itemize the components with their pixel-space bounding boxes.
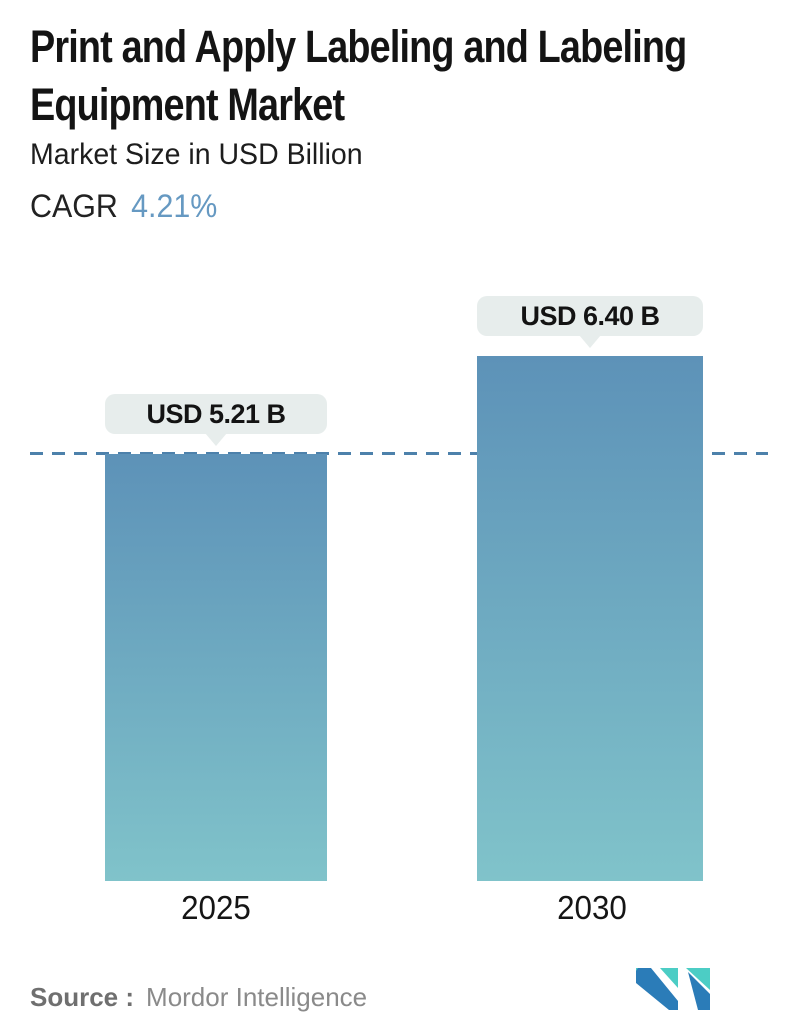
- tooltip-pointer-icon: [205, 433, 227, 446]
- value-label-2030-text: USD 6.40 B: [520, 301, 660, 331]
- cagr-row: CAGR 4.21%: [30, 188, 217, 225]
- page-title-line1: Print and Apply Labeling and Labeling: [30, 21, 687, 72]
- cagr-label: CAGR: [30, 188, 118, 224]
- page-title: Print and Apply Labeling and Labeling Eq…: [30, 18, 796, 134]
- cagr-value: 4.21%: [131, 188, 218, 224]
- source-row: Source : Mordor Intelligence: [30, 982, 367, 1013]
- bar-group-2030: USD 6.40 B: [477, 0, 703, 881]
- chart-subtitle: Market Size in USD Billion: [30, 138, 363, 171]
- value-label-2025: USD 5.21 B: [105, 394, 327, 446]
- reference-dashed-line: [30, 451, 768, 455]
- value-label-2030: USD 6.40 B: [477, 296, 703, 348]
- tooltip-pointer-icon: [579, 335, 601, 348]
- bar-2025[interactable]: [105, 454, 327, 881]
- x-axis-label-2025: 2025: [181, 889, 251, 926]
- value-label-2025-text: USD 5.21 B: [146, 399, 286, 429]
- bar-group-2025: USD 5.21 B: [105, 0, 327, 881]
- x-axis-label-2030: 2030: [557, 889, 627, 926]
- page-title-line2: Equipment Market: [30, 79, 345, 130]
- source-value: Mordor Intelligence: [146, 982, 368, 1012]
- bar-2030[interactable]: [477, 356, 703, 881]
- source-label: Source :: [30, 982, 135, 1012]
- mordor-intelligence-logo: [636, 968, 710, 1010]
